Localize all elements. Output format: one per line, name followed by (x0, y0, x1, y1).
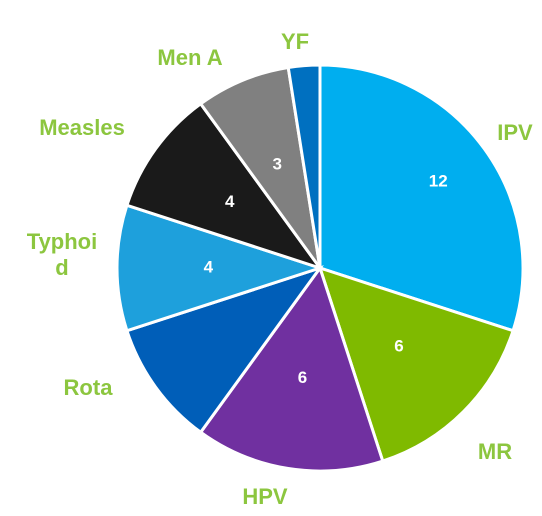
value-label: 1 (295, 5, 304, 24)
slice (198, 264, 385, 473)
category-label: HPV (242, 484, 288, 509)
category-label: YF (280, 29, 310, 54)
slice (125, 101, 324, 271)
value-label: 6 (298, 368, 307, 387)
category-label: Typhoid (26, 229, 98, 280)
value-label: 4 (225, 192, 235, 211)
value-label: 4 (204, 257, 214, 276)
category-label: Measles (39, 115, 125, 140)
value-label: 12 (429, 172, 448, 191)
value-label: 6 (394, 336, 403, 355)
slice (125, 265, 324, 435)
category-label: Rota (63, 375, 113, 400)
slice (318, 63, 525, 333)
category-label: Men A (157, 45, 223, 70)
category-label: MR (477, 439, 513, 464)
slice (115, 203, 325, 333)
category-label: IPV (497, 120, 533, 145)
slice (198, 65, 322, 269)
value-label: 3 (273, 154, 282, 173)
slice (286, 63, 322, 269)
